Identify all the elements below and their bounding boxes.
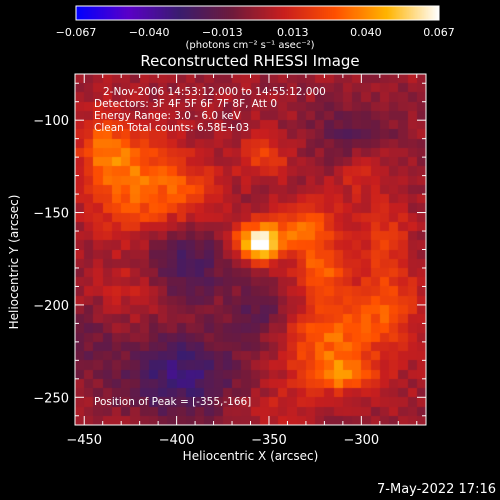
colorbar-units: (photons cm⁻² s⁻¹ asec⁻²) [185, 40, 315, 51]
annotation-clean-counts: Clean Total counts: 6.58E+03 [94, 122, 250, 134]
heatmap-image [75, 74, 426, 425]
colorbar-frame [75, 5, 440, 21]
colorbar-tick-label: 0.067 [423, 26, 455, 39]
y-tick-label: −150 [33, 207, 69, 222]
chart-title: Reconstructed RHESSI Image [140, 52, 360, 70]
y-tick-label: −200 [33, 299, 69, 314]
annotation-detectors: Detectors: 3F 4F 5F 6F 7F 8F, Att 0 [94, 98, 278, 110]
y-tick-label: −100 [33, 114, 69, 129]
annotation-peak-position: Position of Peak = [-355,-166] [94, 396, 252, 408]
colorbar-tick-label: −0.013 [201, 26, 243, 39]
x-tick-label: −450 [66, 433, 102, 448]
annotation-energy-range: Energy Range: 3.0 - 6.0 keV [94, 110, 241, 122]
x-tick-label: −350 [251, 433, 287, 448]
colorbar-tick-label: −0.040 [128, 26, 170, 39]
x-axis-label: Heliocentric X (arcsec) [182, 449, 319, 463]
y-tick-label: −250 [33, 391, 69, 406]
colorbar-tick-labels: −0.067 −0.040 −0.013 0.013 0.040 0.067 [0, 26, 500, 40]
colorbar-tick-label: −0.067 [55, 26, 97, 39]
colorbar-tick-label: 0.013 [276, 26, 309, 39]
colorbar [76, 6, 439, 20]
colorbar-tick-label: 0.040 [350, 26, 382, 39]
y-axis-label: Heliocentric Y (arcsec) [7, 194, 21, 330]
x-tick-label: −300 [343, 433, 379, 448]
x-tick-label: −400 [159, 433, 195, 448]
annotation-time-range: 2-Nov-2006 14:53:12.000 to 14:55:12.000 [103, 86, 326, 98]
footer-date: 7-May-2022 17:16 [377, 482, 496, 497]
